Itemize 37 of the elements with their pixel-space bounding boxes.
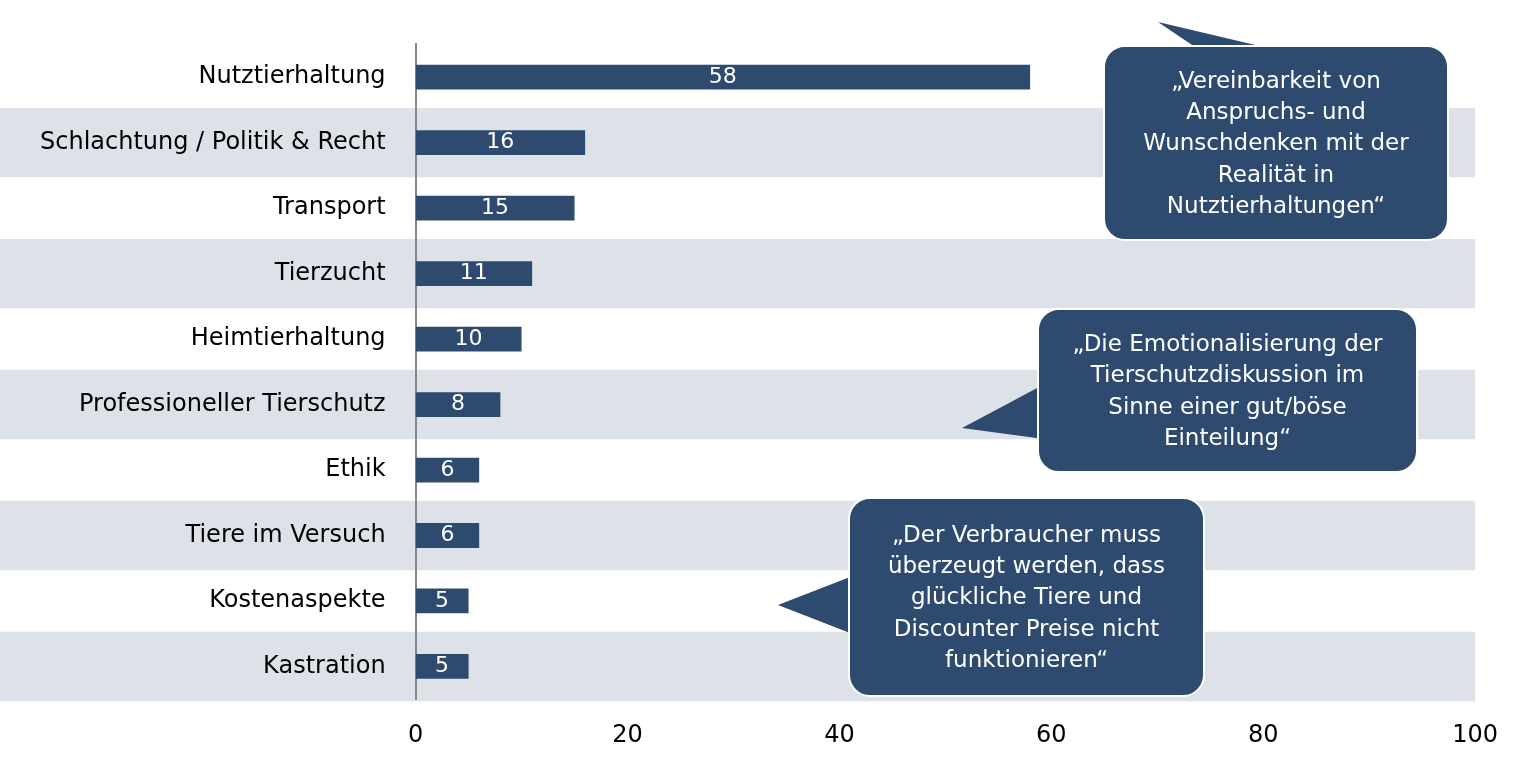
- data-label: 5: [435, 586, 450, 612]
- data-label: 5: [435, 652, 450, 678]
- y-tick-label: Transport: [271, 192, 386, 221]
- data-label: 6: [440, 455, 455, 481]
- bar: [415, 326, 522, 352]
- x-tick-label: 20: [612, 719, 643, 748]
- x-tick-label: 80: [1247, 719, 1279, 748]
- bar: [415, 392, 501, 417]
- bar: [415, 523, 480, 548]
- x-tick-label: 0: [407, 719, 424, 748]
- y-tick-label: Professioneller Tierschutz: [79, 388, 386, 417]
- y-tick-label: Tiere im Versuch: [184, 519, 386, 548]
- bar: [415, 64, 1031, 90]
- y-tick-label: Nutztierhaltung: [198, 61, 386, 90]
- x-tick-label: 100: [1452, 719, 1498, 748]
- data-label: 6: [440, 521, 455, 547]
- bar: [415, 654, 469, 679]
- bar: [415, 588, 469, 614]
- data-label: 11: [459, 259, 488, 285]
- y-tick-label: Ethik: [325, 454, 386, 483]
- bar: [415, 195, 575, 221]
- data-label: 10: [454, 324, 483, 350]
- y-tick-label: Kastration: [263, 650, 386, 679]
- y-tick-label: Heimtierhaltung: [190, 323, 386, 352]
- y-tick-label: Tierzucht: [273, 257, 386, 286]
- y-tick-label: Kostenaspekte: [209, 585, 386, 614]
- data-label: 15: [481, 193, 510, 219]
- data-label: 8: [450, 390, 465, 416]
- annotation: „Der Verbraucher muss überzeugt werden, dass glückliche Tiere und Discounter Preise nicht funktionieren“: [848, 497, 1205, 697]
- y-tick-label: Schlachtung / Politik & Recht: [39, 126, 386, 155]
- x-tick-label: 40: [824, 719, 855, 748]
- data-label: 58: [708, 62, 737, 88]
- data-label: 16: [486, 128, 515, 154]
- x-tick-label: 60: [1036, 719, 1067, 748]
- bar: [415, 261, 533, 286]
- annotation: „Die Emotionalisierung der Tierschutzdiskussion im Sinne einer gut/böse Einteilung“: [1037, 308, 1418, 473]
- bar: [415, 130, 586, 155]
